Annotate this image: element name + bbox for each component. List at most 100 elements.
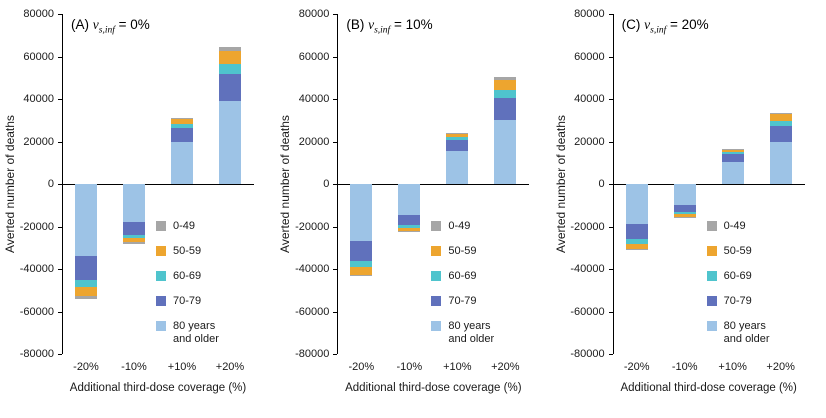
y-tick-mark <box>608 141 613 143</box>
legend-label-line: 80 years <box>723 320 766 332</box>
y-tick-mark <box>608 354 613 355</box>
bar-segment-60-69-+10% <box>171 123 193 128</box>
legend-swatch <box>706 246 717 256</box>
panel-title-suffix: = 0% <box>114 17 150 32</box>
panel-title-variable: v <box>92 17 99 32</box>
bar-segment-50-59-+10% <box>446 133 469 138</box>
bar-segment-60-69--20% <box>75 279 97 288</box>
legend-label: 50-59 <box>173 245 201 258</box>
legend-label: 80 years and older <box>448 320 494 346</box>
bar-segment-70-79-+20% <box>494 97 517 121</box>
legend-item-60-69: 60-69 <box>431 270 494 283</box>
bar-segment-60-69-+10% <box>721 151 744 155</box>
bar-segment-50-59-+20% <box>494 79 517 90</box>
y-tick-label: 0 <box>598 178 605 190</box>
bar-segment-70-79-+20% <box>769 125 792 142</box>
y-tick-mark <box>333 354 338 355</box>
legend-label: 60-69 <box>173 270 201 283</box>
y-tick-mark <box>608 14 613 15</box>
y-tick-label: 40000 <box>298 93 330 105</box>
bar-segment-80-years-and-older-+10% <box>721 161 744 184</box>
panel-title-subscript: s,inf <box>98 25 115 36</box>
y-tick-label: -40000 <box>295 263 330 275</box>
legend-swatch <box>706 296 717 306</box>
bar-segment-70-79-+10% <box>721 154 744 162</box>
zero-axis-line <box>62 184 254 185</box>
bar-segment-60-69-+20% <box>769 120 792 126</box>
x-tick-label-+20%: +20% <box>766 361 795 373</box>
legend-label-line: 80 years <box>173 320 216 332</box>
y-tick-mark <box>333 269 338 270</box>
legend-item-50-59: 50-59 <box>706 245 770 258</box>
legend: 0-49 50-59 60-69 70-79 80 years and older <box>156 220 219 358</box>
y-tick-mark <box>58 184 62 185</box>
x-axis-title: Additional third-dose coverage (%) <box>69 382 247 394</box>
legend-label: 50-59 <box>448 245 476 258</box>
bar-segment-60-69--10% <box>123 235 145 239</box>
chart-panel-C: Averted number of deaths 80000 60000 40000 2… <box>551 0 826 418</box>
bar-segment-0-49-+20% <box>219 46 241 52</box>
legend-item-70-79: 70-79 <box>431 295 494 308</box>
legend-label-line: 0-49 <box>448 220 471 232</box>
legend: 0-49 50-59 60-69 70-79 80 years and older <box>431 220 494 358</box>
bar-segment-70-79--20% <box>350 241 373 261</box>
x-tick-label--10%: -10% <box>121 361 147 373</box>
x-tick-label--10%: -10% <box>396 361 423 373</box>
legend-item-80-years-and-older: 80 years and older <box>706 320 770 346</box>
bar-segment-50-59-+10% <box>721 149 744 152</box>
legend-label-line: 0-49 <box>173 220 196 232</box>
legend-swatch <box>156 321 166 331</box>
y-tick-mark <box>608 269 613 270</box>
y-tick-mark <box>58 14 62 15</box>
y-tick-label: -60000 <box>570 305 605 318</box>
bar-segment-80-years-and-older--20% <box>75 184 97 257</box>
panel-title-prefix: (C) <box>621 17 645 32</box>
legend-label-line: and older <box>448 333 495 345</box>
legend-label: 0-49 <box>448 220 470 233</box>
panel-title-subscript: s,inf <box>650 25 667 36</box>
y-tick-label: 80000 <box>298 8 330 20</box>
bar-segment-70-79-+10% <box>171 127 193 142</box>
bar-segment-60-69-+20% <box>494 89 517 98</box>
y-tick-label: -20000 <box>19 220 54 233</box>
x-axis-title: Additional third-dose coverage (%) <box>345 382 522 394</box>
x-tick-label--20%: -20% <box>623 361 650 373</box>
legend-swatch <box>431 296 442 306</box>
y-tick-mark <box>58 99 62 100</box>
bar-segment-70-79--20% <box>625 224 648 240</box>
legend-swatch <box>156 246 166 256</box>
bar-segment-50-59--10% <box>398 227 421 232</box>
legend-item-60-69: 60-69 <box>156 270 219 283</box>
y-tick-label: -60000 <box>19 305 54 318</box>
y-tick-label: -20000 <box>295 220 330 233</box>
legend-swatch <box>156 221 166 231</box>
legend-label-line: 50-59 <box>173 245 202 257</box>
bar-segment-50-59-+20% <box>219 51 241 64</box>
bar-segment-60-69--20% <box>625 239 648 244</box>
y-tick-mark <box>333 141 338 143</box>
bar-segment-0-49--20% <box>350 274 373 277</box>
panel-title-prefix: (A) <box>71 17 93 32</box>
y-tick-mark <box>608 99 613 100</box>
y-tick-mark <box>608 311 613 313</box>
y-tick-mark <box>58 311 62 313</box>
bar-segment-80-years-and-older--20% <box>625 184 648 225</box>
legend-label: 70-79 <box>448 295 476 308</box>
legend-item-70-79: 70-79 <box>156 295 219 308</box>
y-tick-label: -60000 <box>295 305 330 318</box>
y-tick-label: -80000 <box>19 348 54 360</box>
y-tick-mark <box>333 226 338 228</box>
y-tick-label: 60000 <box>298 50 330 63</box>
bar-segment-50-59--20% <box>75 287 97 296</box>
legend-label: 80 years and older <box>173 320 219 346</box>
bar-segment-80-years-and-older-+10% <box>171 141 193 184</box>
y-tick-label: 40000 <box>23 93 54 105</box>
bar-segment-50-59-+10% <box>171 119 193 124</box>
y-tick-mark <box>333 184 338 185</box>
bar-segment-60-69--10% <box>398 225 421 228</box>
bar-segment-0-49-+20% <box>494 77 517 80</box>
chart-panel-B: Averted number of deaths 80000 60000 40000 2… <box>275 0 550 418</box>
legend-label: 80 years and older <box>724 320 770 346</box>
legend-swatch <box>431 246 442 256</box>
